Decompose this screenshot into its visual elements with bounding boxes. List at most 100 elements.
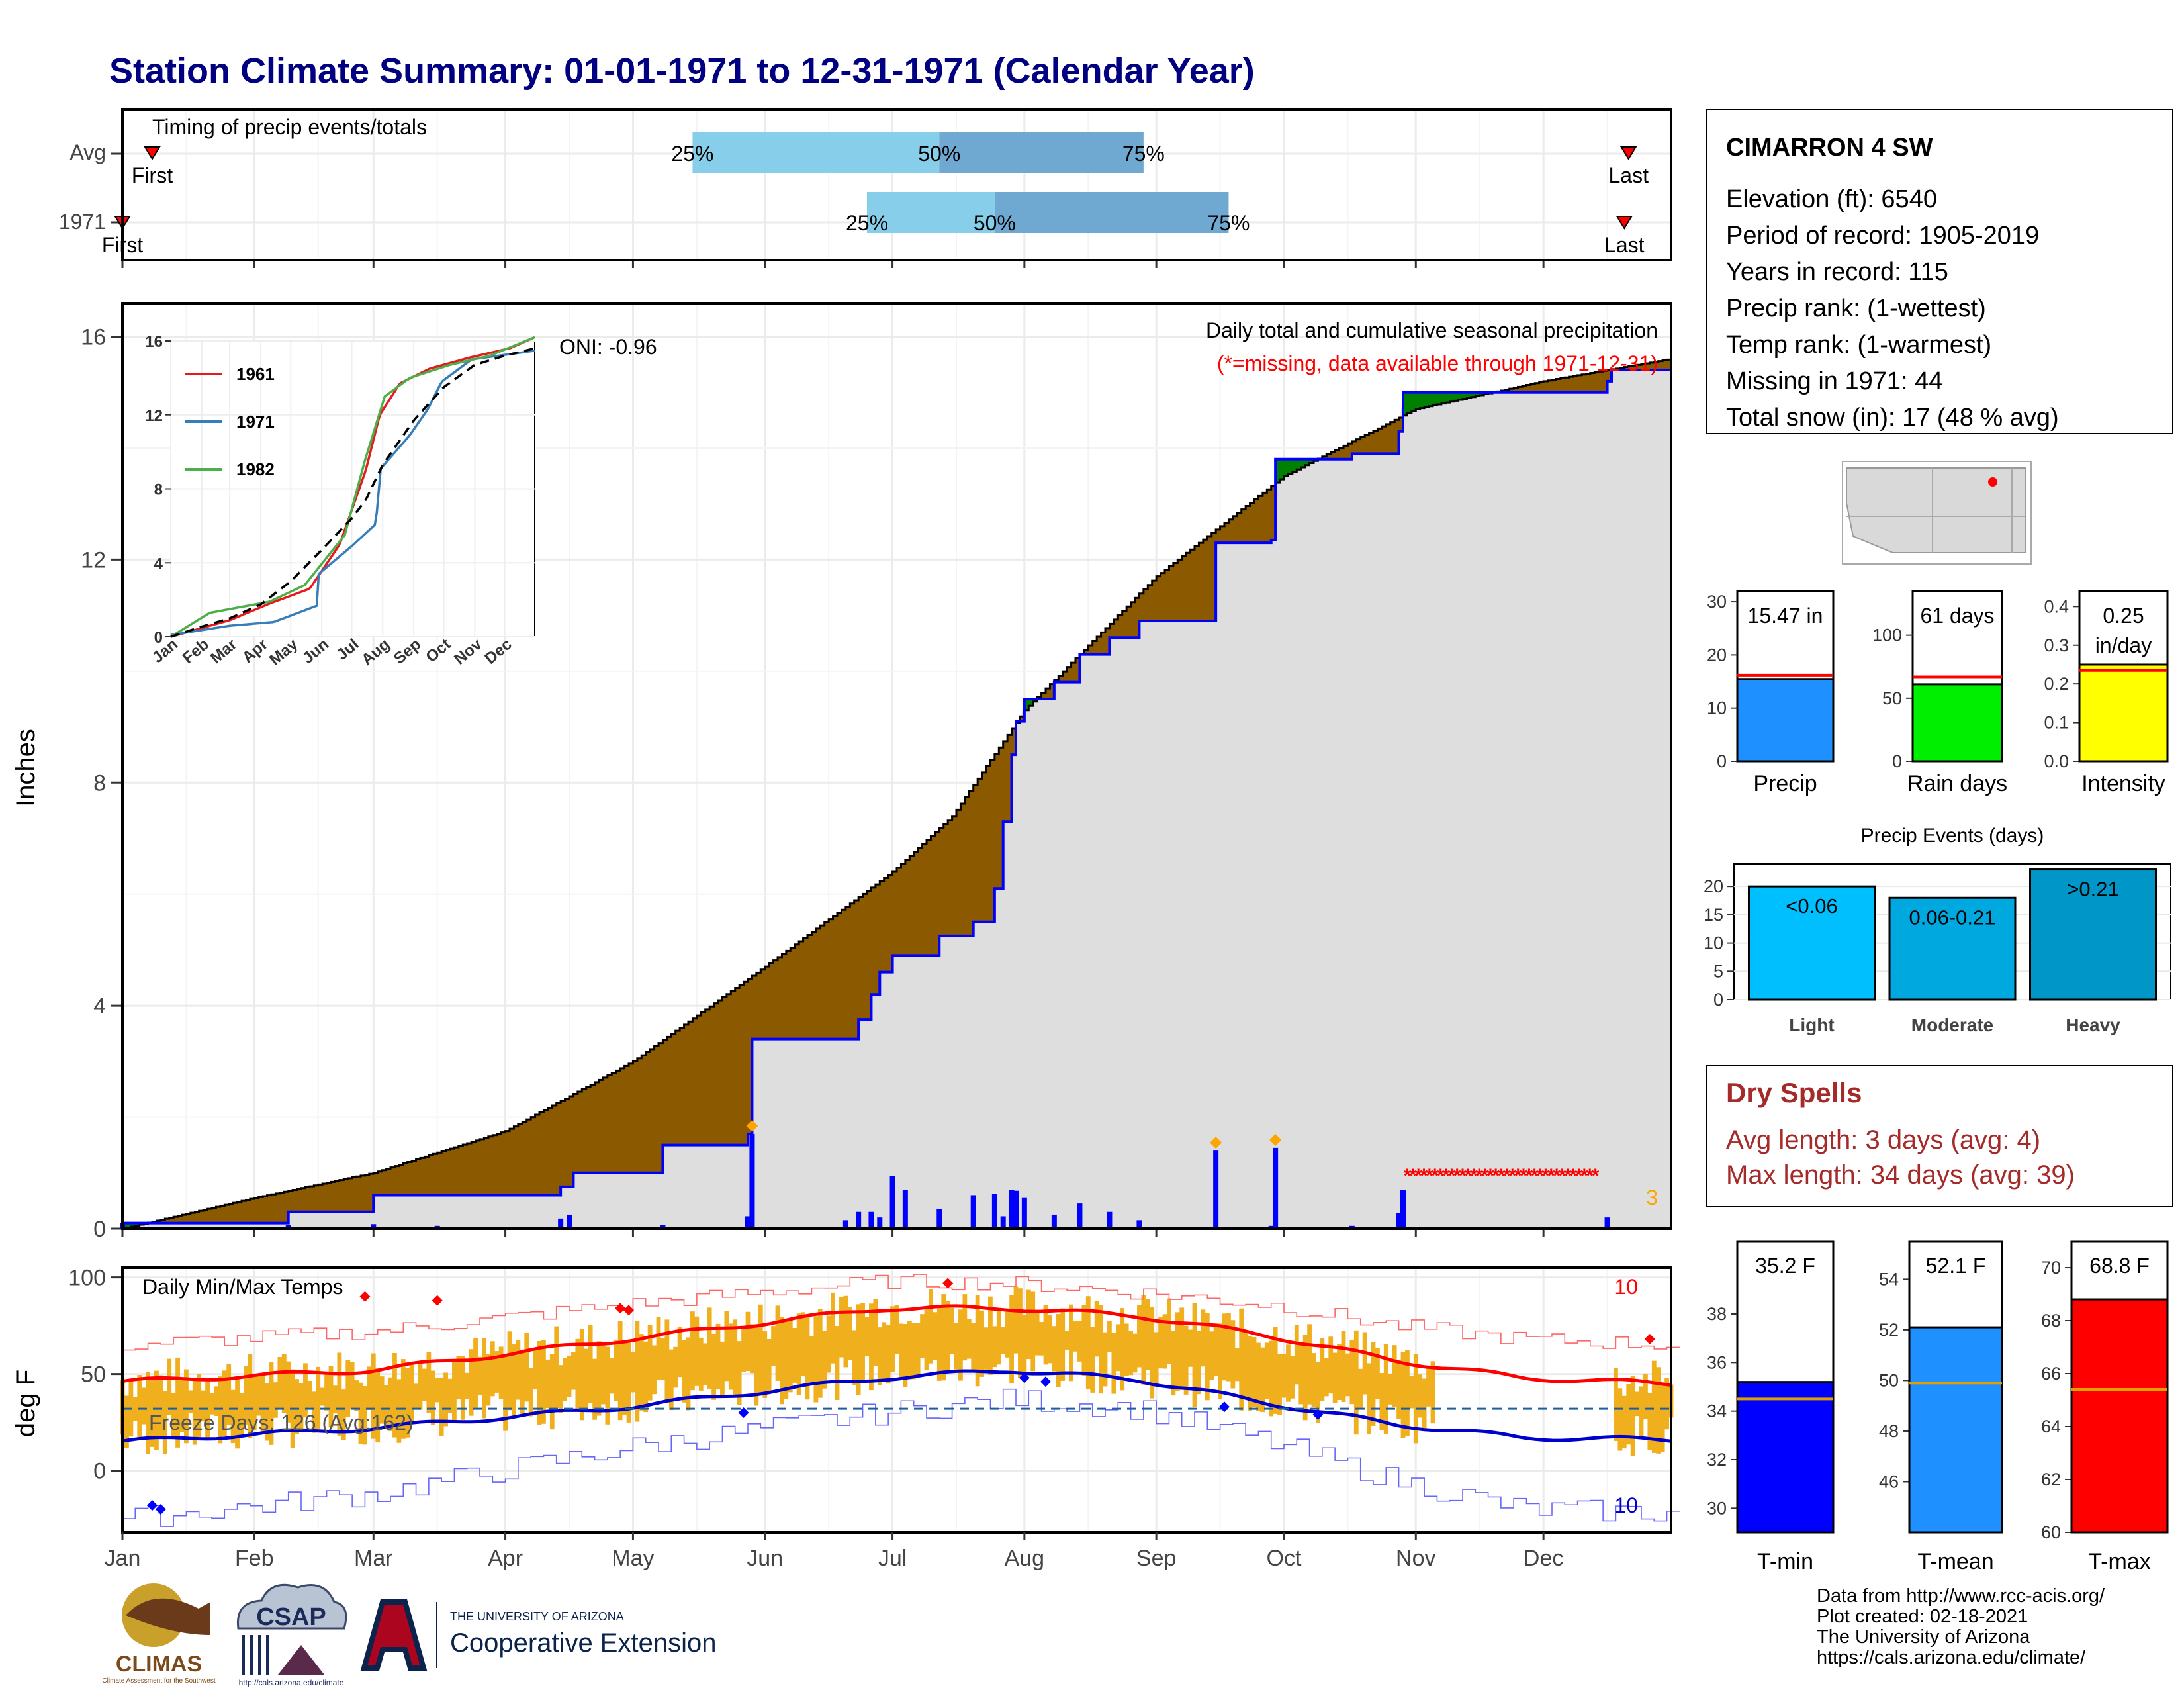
daily-temp-bar xyxy=(341,1389,346,1440)
daily-temp-bar xyxy=(988,1296,993,1375)
daily-precip-bar xyxy=(660,1225,666,1229)
missing-data-marker: * xyxy=(1431,1165,1439,1187)
daily-temp-bar xyxy=(1660,1384,1665,1452)
daily-temp-bar xyxy=(915,1323,921,1376)
daily-temp-bar xyxy=(554,1326,559,1408)
daily-temp-bar xyxy=(316,1366,321,1430)
precip-events-bar-label: 0.06-0.21 xyxy=(1909,906,1996,929)
daily-temp-bar xyxy=(1418,1374,1423,1418)
precip-events-bar xyxy=(1748,885,1876,1001)
daily-temp-bar xyxy=(801,1312,805,1376)
csap-url: http://cals.arizona.edu/climate xyxy=(239,1678,344,1687)
record-high-marker xyxy=(359,1291,371,1302)
temp-ytick-label: 0 xyxy=(93,1459,106,1484)
rain-days-value-label: 61 days xyxy=(1920,604,1994,628)
intensity-ytick-label: 0.4 xyxy=(2044,596,2069,616)
daily-temp-bar xyxy=(1043,1305,1048,1365)
daily-temp-bar xyxy=(298,1383,304,1432)
precip-total-ytick-label: 0 xyxy=(1717,751,1727,771)
daily-temp-bar xyxy=(1345,1353,1350,1397)
daily-temp-bar xyxy=(975,1295,980,1387)
daily-temp-bar xyxy=(179,1380,185,1432)
tmean-axis-label: T-mean xyxy=(1917,1549,1993,1574)
daily-temp-bar xyxy=(1383,1344,1388,1434)
tmax-record-count: 10 xyxy=(1614,1275,1638,1299)
csap-rain xyxy=(242,1635,269,1675)
missing-data-marker: * xyxy=(1453,1165,1461,1187)
missing-data-marker: * xyxy=(1592,1165,1600,1187)
daily-temp-bar xyxy=(911,1322,917,1380)
tmax-ytick-label: 66 xyxy=(2041,1364,2061,1383)
daily-temp-bar xyxy=(311,1391,316,1433)
daily-temp-bar xyxy=(392,1352,397,1438)
daily-temp-bar xyxy=(498,1346,504,1399)
precip-events-bar xyxy=(2029,868,2157,1001)
daily-temp-bar xyxy=(354,1380,359,1411)
precip-events-category: Light xyxy=(1789,1015,1834,1035)
precip-ytick-label: 8 xyxy=(93,771,106,796)
record-low-marker xyxy=(1312,1409,1324,1420)
daily-temp-bar xyxy=(1664,1378,1669,1430)
climas-logo-swoosh xyxy=(126,1598,210,1635)
daily-temp-bar xyxy=(1056,1314,1061,1387)
timing-avg-p75-label: 75% xyxy=(1122,142,1165,165)
daily-temp-bar xyxy=(1260,1347,1265,1413)
precip-ylabel: Inches xyxy=(11,729,40,807)
daily-temp-bar xyxy=(286,1361,291,1423)
daily-precip-bar xyxy=(970,1195,976,1229)
daily-precip-bar xyxy=(1009,1190,1015,1229)
daily-temp-bar xyxy=(1251,1337,1257,1407)
missing-data-marker: * xyxy=(1569,1165,1577,1187)
daily-temp-bar xyxy=(230,1389,236,1444)
daily-temp-bar xyxy=(920,1314,925,1358)
precip-title: Daily total and cumulative seasonal prec… xyxy=(1206,318,1658,342)
daily-temp-bar xyxy=(1226,1313,1231,1382)
daily-precip-bar xyxy=(877,1217,883,1229)
daily-temp-bar xyxy=(146,1372,150,1454)
daily-temp-bar xyxy=(248,1354,253,1438)
heavy-event-marker xyxy=(1269,1133,1282,1146)
daily-temp-bar xyxy=(1103,1332,1108,1387)
daily-temp-bar xyxy=(894,1305,899,1354)
daily-temp-bar xyxy=(686,1337,691,1411)
climas-logo-text: CLIMAS xyxy=(116,1652,202,1677)
daily-temp-bar xyxy=(1277,1354,1282,1415)
daily-temp-bar xyxy=(839,1296,844,1358)
csap-mountain xyxy=(278,1645,324,1675)
daily-temp-bar xyxy=(647,1324,653,1401)
record-low-marker xyxy=(1019,1372,1030,1383)
daily-temp-bar xyxy=(226,1363,232,1425)
daily-temp-bar xyxy=(958,1309,963,1381)
daily-temp-bar xyxy=(780,1317,784,1405)
daily-temp-bar xyxy=(1048,1315,1052,1364)
daily-temp-bar xyxy=(1413,1354,1418,1444)
precip-events-ytick-label: 20 xyxy=(1704,876,1723,896)
daily-temp-bar xyxy=(983,1327,989,1370)
daily-temp-bar xyxy=(295,1379,299,1434)
daily-temp-bar xyxy=(162,1391,167,1454)
daily-temp-bar xyxy=(188,1390,193,1413)
missing-data-marker: * xyxy=(1503,1165,1511,1187)
precip-panel-frame xyxy=(121,302,1672,1230)
daily-temp-bar xyxy=(1124,1323,1129,1376)
daily-temp-bar xyxy=(954,1323,959,1370)
daily-temp-bar xyxy=(1243,1331,1248,1397)
daily-precip-bar xyxy=(1349,1225,1355,1229)
daily-temp-bar xyxy=(1332,1352,1338,1403)
daily-temp-bar xyxy=(1090,1327,1095,1393)
daily-temp-bar xyxy=(1358,1368,1363,1409)
timing-1971-p50-label: 50% xyxy=(974,211,1016,235)
dry-spells-avg: Avg length: 3 days (avg: 4) xyxy=(1726,1125,2040,1154)
missing-data-marker: * xyxy=(1542,1165,1550,1187)
daily-temp-bar xyxy=(847,1307,852,1360)
daily-temp-bar xyxy=(367,1366,372,1411)
daily-temp-bar xyxy=(643,1341,649,1413)
daily-temp-bar xyxy=(558,1365,563,1413)
record-high-marker xyxy=(615,1303,626,1314)
inset-ytick-label: 16 xyxy=(145,333,163,351)
daily-temp-bar xyxy=(1290,1356,1295,1399)
daily-temp-bar xyxy=(477,1356,482,1395)
record-low-marker xyxy=(738,1407,749,1418)
precip-events-ytick-label: 5 xyxy=(1713,961,1723,981)
missing-data-marker: * xyxy=(1426,1165,1433,1187)
